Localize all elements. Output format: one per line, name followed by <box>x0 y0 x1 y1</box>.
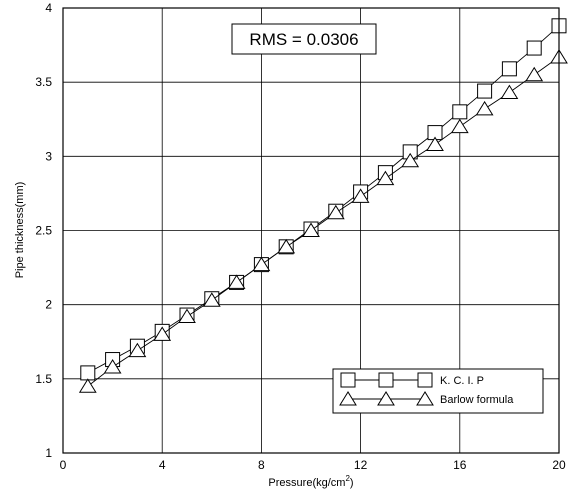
rms-annotation: RMS = 0.0306 <box>231 23 377 55</box>
data-point-triangle <box>302 222 320 237</box>
y-tick-label: 1.5 <box>35 372 52 386</box>
legend: K. C. I. P Barlow formula <box>332 368 544 414</box>
data-point-triangle <box>103 359 122 374</box>
rms-text: RMS = 0.0306 <box>249 30 358 49</box>
x-axis-title-suffix: ) <box>350 477 354 489</box>
data-point-square <box>501 61 517 77</box>
y-tick-label: 1 <box>45 446 52 460</box>
y-tick-label: 2 <box>45 298 52 312</box>
data-point-square <box>526 40 542 56</box>
legend-marker-triangle <box>416 391 434 406</box>
data-point-triangle <box>500 84 519 100</box>
data-point-triangle <box>277 238 296 254</box>
y-axis-title: Pipe thickness(mm) <box>14 182 26 279</box>
plot-frame <box>62 7 560 454</box>
data-point-square <box>452 104 468 120</box>
legend-marker-square <box>340 372 356 388</box>
data-point-triangle <box>202 292 221 307</box>
x-tick-label: 8 <box>258 458 265 472</box>
data-point-triangle <box>252 256 271 272</box>
legend-markers <box>339 372 434 406</box>
legend-marker-triangle <box>339 391 357 406</box>
data-point-triangle <box>326 204 345 220</box>
y-tick-label: 3.5 <box>35 75 52 89</box>
data-point-triangle <box>426 136 444 151</box>
data-point-triangle <box>78 378 97 393</box>
tick-labels: 0 4 8 12 16 20 1 1.5 2 2.5 3 3.5 4 <box>35 1 566 472</box>
x-axis-title: Pressure(kg/cm2) <box>268 474 353 489</box>
data-point-triangle <box>351 188 370 203</box>
x-tick-label: 16 <box>453 458 467 472</box>
legend-label-barlow: Barlow formula <box>440 394 514 406</box>
data-point-triangle <box>153 326 172 341</box>
x-tick-label: 0 <box>60 458 67 472</box>
legend-label-kcip: K. C. I. P <box>440 375 484 387</box>
y-tick-label: 4 <box>45 1 52 15</box>
x-axis-title-superscript: 2 <box>345 474 350 483</box>
rms-box <box>231 23 377 55</box>
x-tick-label: 4 <box>159 458 166 472</box>
y-tick-label: 2.5 <box>35 224 52 238</box>
series-group <box>78 18 568 393</box>
legend-marker-square <box>417 372 433 388</box>
y-tick-label: 3 <box>45 149 52 163</box>
data-point-triangle <box>128 342 147 358</box>
series-1 <box>78 48 568 393</box>
legend-marker-square <box>378 372 394 388</box>
data-point-triangle <box>475 100 494 116</box>
data-point-triangle <box>376 170 395 186</box>
legend-marker-triangle <box>377 391 395 406</box>
data-point-triangle <box>525 66 544 82</box>
data-point-triangle <box>401 152 420 168</box>
legend-box <box>332 368 544 414</box>
x-tick-label: 12 <box>354 458 368 472</box>
data-point-square <box>477 83 493 99</box>
data-point-square <box>80 365 96 381</box>
data-point-triangle <box>227 274 246 289</box>
data-point-triangle <box>450 118 469 134</box>
data-point-triangle <box>178 308 196 324</box>
x-tick-label: 20 <box>552 458 566 472</box>
